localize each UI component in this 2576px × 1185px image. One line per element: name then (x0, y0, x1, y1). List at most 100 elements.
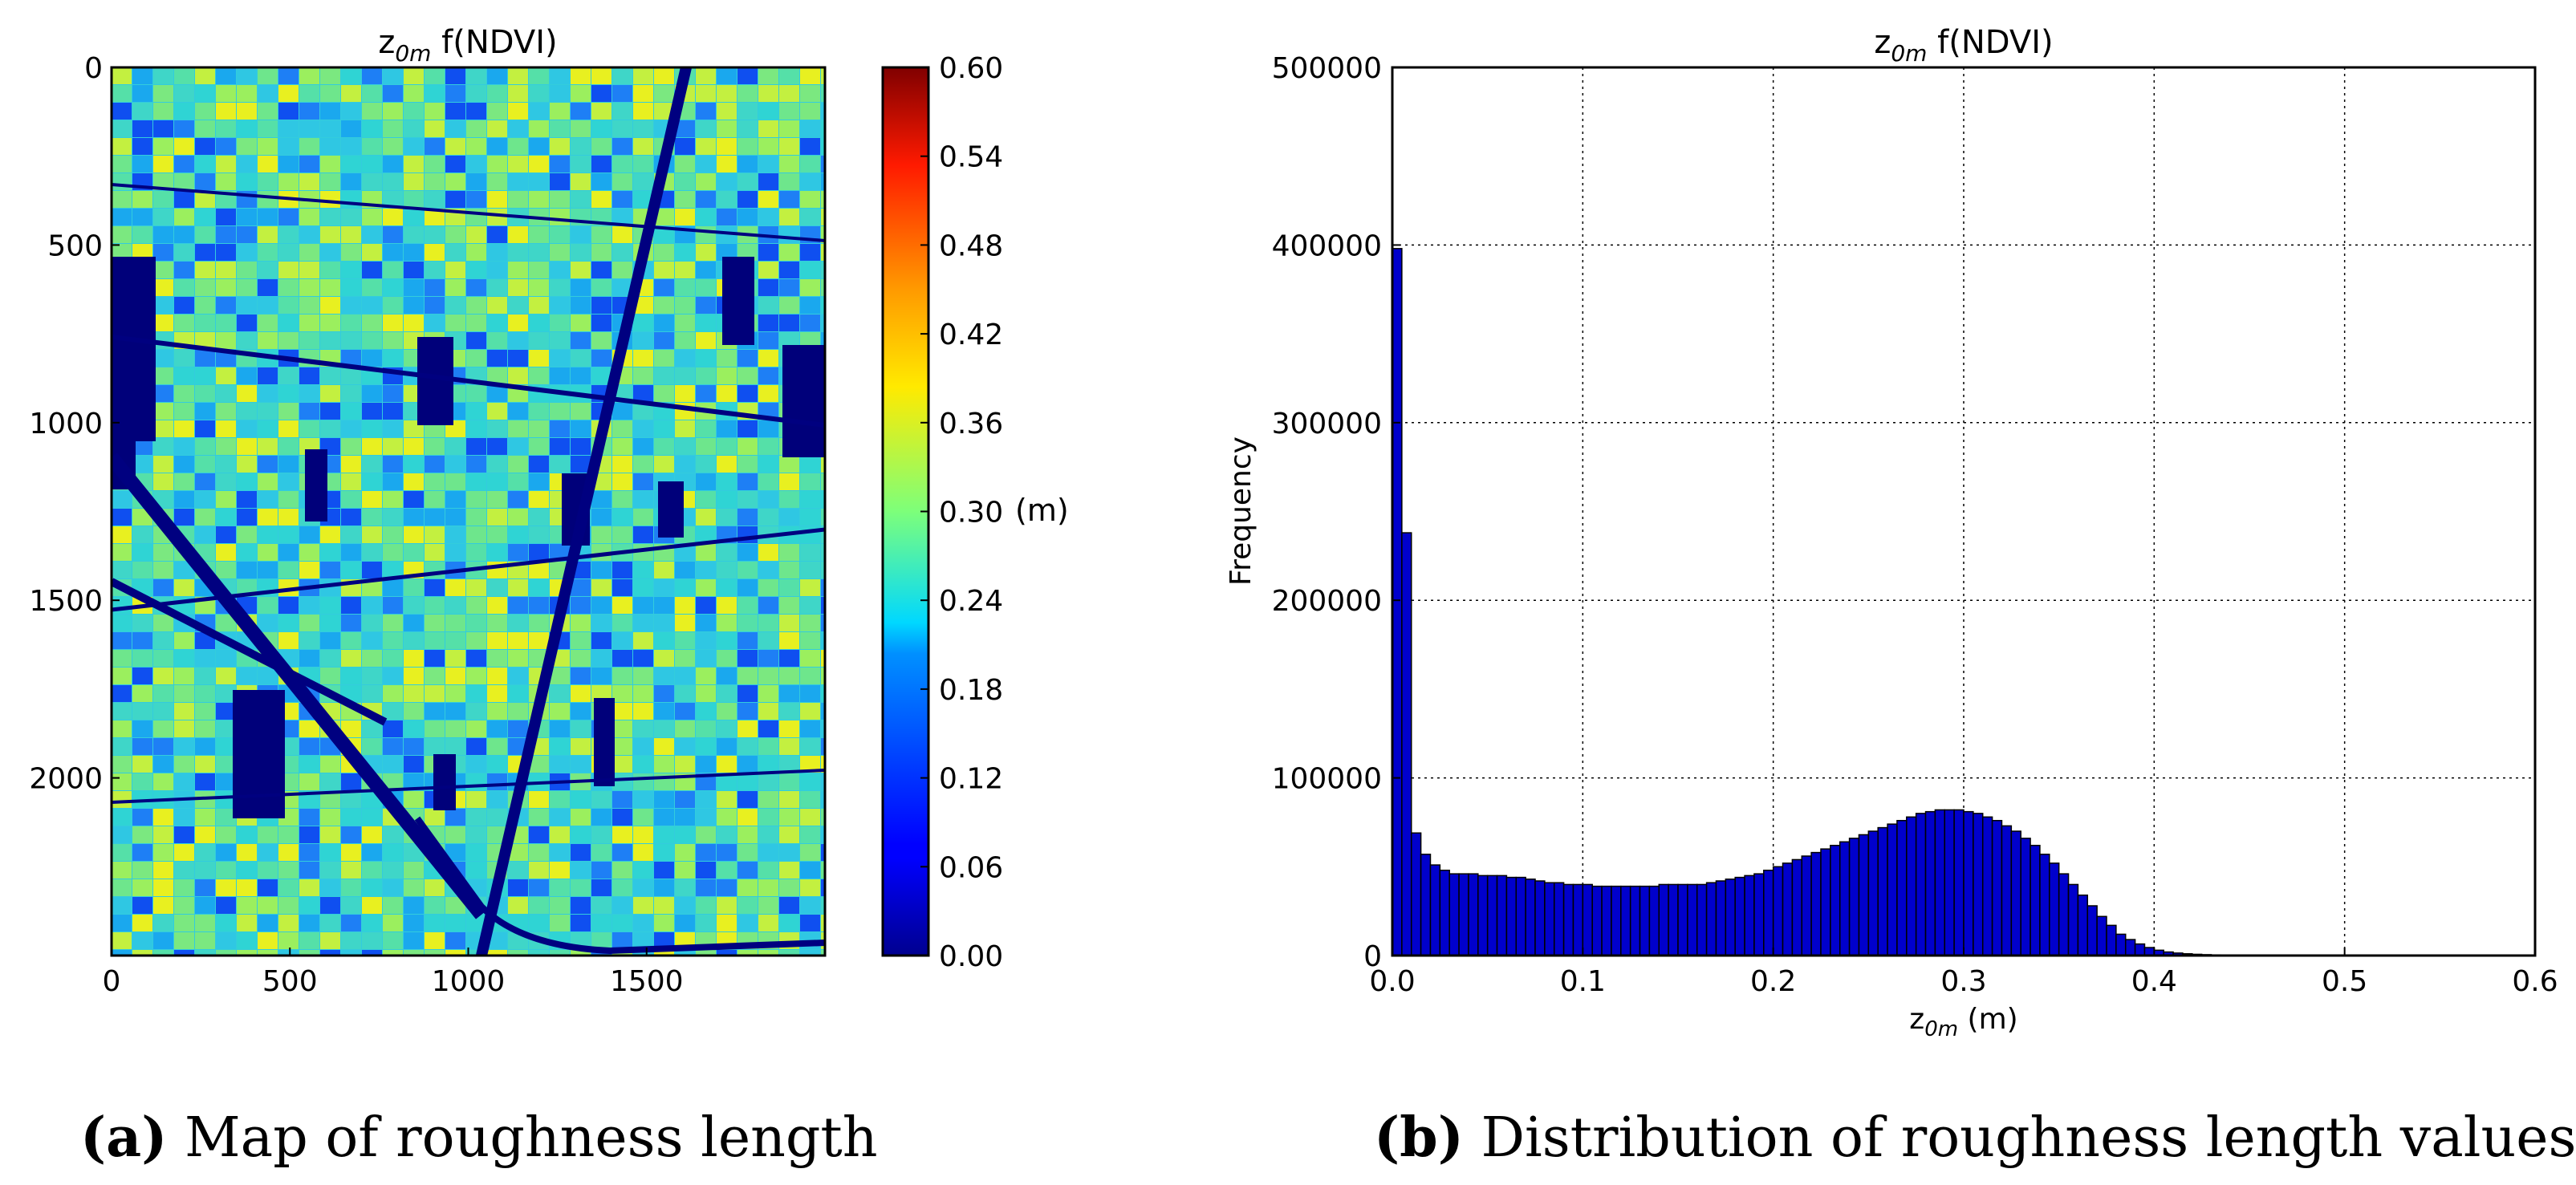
map-parcel (341, 367, 361, 384)
map-parcel (550, 809, 570, 826)
map-parcel (737, 773, 758, 790)
map-parcel (633, 932, 653, 949)
map-parcel (425, 720, 445, 737)
map-parcel (779, 103, 799, 120)
map-parcel (717, 650, 737, 667)
map-parcel (425, 915, 445, 931)
map-parcel (258, 915, 278, 931)
map-parcel (654, 950, 674, 956)
map-parcel (195, 456, 215, 473)
map-parcel (174, 191, 194, 208)
map-parcel (529, 615, 549, 631)
map-parcel (341, 85, 361, 102)
map-parcel (383, 756, 403, 773)
map-parcel (362, 350, 382, 367)
map-x-axis: 0 500 1000 1500 (103, 948, 684, 998)
histogram-bar (1963, 810, 1974, 956)
map-parcel (550, 262, 570, 278)
histogram-ylabel: Frequency (1225, 436, 1258, 586)
map-parcel (654, 262, 674, 278)
map-parcel (800, 756, 820, 773)
map-parcel (278, 156, 299, 172)
histogram-bar (1991, 819, 2003, 956)
map-parcel (404, 632, 424, 649)
map-parcel (633, 315, 653, 331)
map-parcel (258, 562, 278, 578)
map-parcel (571, 597, 591, 614)
map-parcel (466, 332, 486, 349)
map-parcel (821, 85, 825, 102)
map-parcel (612, 244, 632, 261)
map-parcel (758, 350, 778, 367)
map-parcel (508, 103, 528, 120)
map-x-tick-label: 500 (262, 965, 318, 998)
map-parcel (717, 456, 737, 473)
map-parcel (195, 403, 215, 420)
map-parcel (466, 438, 486, 455)
map-parcel (612, 579, 632, 596)
map-parcel (612, 403, 632, 420)
map-parcel (341, 826, 361, 843)
map-parcel (487, 773, 507, 790)
map-parcel (383, 438, 403, 455)
map-parcel (696, 632, 716, 649)
map-parcel (758, 85, 778, 102)
map-parcel (779, 85, 799, 102)
map-parcel (758, 773, 778, 790)
map-parcel (362, 438, 382, 455)
map-parcel (675, 138, 695, 155)
map-parcel (132, 650, 152, 667)
map-parcel (550, 420, 570, 437)
map-parcel (571, 85, 591, 102)
map-parcel (654, 668, 674, 684)
map-parcel (737, 703, 758, 720)
map-parcel (320, 226, 340, 243)
map-parcel (800, 809, 820, 826)
histogram-panel: z0m f(NDVI) 0.0 0.1 0.2 0.3 0.4 0.5 0.6 010000… (1225, 24, 2558, 1041)
map-parcel (195, 703, 215, 720)
map-parcel (174, 950, 194, 956)
map-parcel (591, 67, 611, 84)
map-parcel (821, 209, 825, 225)
map-parcel (466, 826, 486, 843)
map-parcel (258, 420, 278, 437)
caption-a-text: Map of roughness length (167, 1106, 878, 1170)
map-parcel (383, 85, 403, 102)
map-parcel (591, 332, 611, 349)
map-parcel (112, 791, 132, 808)
map-parcel (425, 491, 445, 508)
map-parcel (153, 279, 173, 296)
map-parcel (612, 226, 632, 243)
histogram-y-tick-label: 300000 (1272, 408, 1382, 440)
map-parcel (550, 191, 570, 208)
map-parcel (675, 685, 695, 702)
map-parcel (341, 120, 361, 137)
map-parcel (195, 209, 215, 225)
map-parcel (320, 632, 340, 649)
map-parcel (383, 491, 403, 508)
map-parcel (487, 173, 507, 190)
map-parcel (174, 456, 194, 473)
map-parcel (404, 85, 424, 102)
map-parcel (591, 526, 611, 543)
map-parcel (237, 262, 257, 278)
map-parcel (132, 526, 152, 543)
map-parcel (508, 297, 528, 314)
map-parcel (737, 897, 758, 914)
map-parcel (362, 85, 382, 102)
caption-a: (a) Map of roughness length (80, 1106, 878, 1170)
map-parcel (425, 279, 445, 296)
map-parcel (341, 420, 361, 437)
caption-b-label: (b) (1374, 1106, 1464, 1170)
map-parcel (717, 579, 737, 596)
map-parcel (654, 844, 674, 861)
map-parcel (258, 367, 278, 384)
map-parcel (487, 668, 507, 684)
map-parcel (591, 350, 611, 367)
map-parcel (216, 297, 236, 314)
map-parcel (112, 67, 132, 84)
map-parcel (112, 103, 132, 120)
map-parcel (487, 703, 507, 720)
map-parcel (404, 597, 424, 614)
map-parcel (404, 615, 424, 631)
